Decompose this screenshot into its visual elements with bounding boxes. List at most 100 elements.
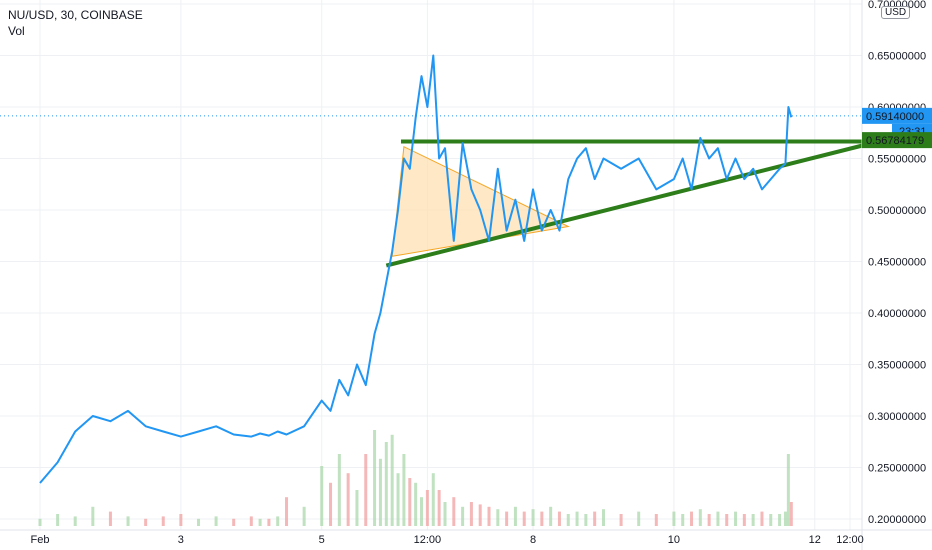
volume-bar (478, 504, 482, 526)
symbol-title[interactable]: NU/USD, 30, COINBASE (8, 8, 143, 22)
price-series (39, 54, 793, 484)
volume-bars (38, 430, 793, 526)
volume-bar (355, 490, 359, 526)
volume-bar (144, 518, 148, 526)
x-tick-label: 3 (178, 534, 184, 546)
volume-bar (540, 511, 544, 526)
volume-bar (285, 497, 289, 526)
currency-badge[interactable]: USD (881, 6, 911, 19)
volume-bar (214, 516, 218, 526)
y-tick-label: 0.55000000 (868, 154, 926, 166)
volume-bar (531, 509, 535, 526)
price-axis[interactable]: 0.20000000 0.25000000 0.30000000 0.35000000… (861, 0, 926, 550)
volume-bar (452, 497, 456, 526)
y-tick-label: 0.35000000 (868, 360, 926, 372)
volume-bar (108, 511, 112, 526)
volume-bar (408, 478, 412, 526)
volume-bar (267, 518, 271, 526)
volume-bar (196, 518, 200, 526)
y-tick-label: 0.30000000 (868, 411, 926, 423)
volume-bar (396, 473, 400, 526)
trendline-price-label: 0.56784179 (866, 135, 924, 147)
volume-bar (364, 454, 368, 526)
volume-bar (56, 514, 60, 526)
volume-bar (584, 514, 588, 526)
volume-bar (786, 454, 790, 526)
volume-bar (601, 509, 605, 526)
volume-bar (672, 511, 676, 526)
volume-bar (522, 511, 526, 526)
volume-bar (690, 511, 694, 526)
volume-bar (346, 473, 350, 526)
volume-bar (461, 506, 465, 526)
volume-bar (496, 509, 500, 526)
volume-bar (654, 514, 658, 526)
y-tick-label: 0.50000000 (868, 205, 926, 217)
volume-bar (249, 516, 253, 526)
volume-bar (698, 509, 702, 526)
x-tick-label: Feb (31, 534, 50, 546)
x-tick-label: 10 (668, 534, 680, 546)
volume-bar (487, 506, 491, 526)
volume-bar (619, 514, 623, 526)
volume-bar (337, 454, 341, 526)
volume-bar (329, 482, 333, 526)
volume-bar (179, 514, 183, 526)
x-tick-label: 12:00 (414, 534, 442, 546)
volume-bar (378, 458, 382, 526)
volume-bar (725, 514, 729, 526)
volume-bar (443, 502, 447, 526)
volume-bar (557, 511, 561, 526)
y-tick-label: 0.65000000 (868, 51, 926, 63)
volume-bar (91, 506, 95, 526)
volume-bar (742, 514, 746, 526)
volume-bar (425, 490, 429, 526)
volume-bar (276, 516, 280, 526)
volume-bar (566, 514, 570, 526)
grid (0, 0, 862, 530)
volume-bar (707, 514, 711, 526)
volume-bar (38, 518, 42, 526)
volume-bar (593, 511, 597, 526)
volume-bar (402, 454, 406, 526)
volume-bar (513, 506, 517, 526)
y-tick-label: 0.45000000 (868, 257, 926, 269)
volume-bar (161, 516, 165, 526)
volume-bar (549, 506, 553, 526)
volume-bar (302, 506, 306, 526)
trendline-price-tag (862, 132, 932, 149)
chart-legend: NU/USD, 30, COINBASE Vol (8, 7, 143, 39)
time-axis[interactable]: Feb 3 5 12:00 8 10 12 12:00 (0, 529, 932, 546)
volume-bar (373, 430, 377, 526)
y-tick-label: 0.25000000 (868, 463, 926, 475)
volume-bar (778, 514, 782, 526)
volume-bar (431, 473, 435, 526)
volume-indicator-label[interactable]: Vol (8, 24, 25, 38)
volume-bar (384, 442, 388, 526)
volume-bar (390, 434, 394, 526)
volume-bar (734, 511, 738, 526)
volume-bar (760, 511, 764, 526)
x-tick-label: 12:00 (836, 534, 864, 546)
volume-bar (320, 466, 324, 526)
volume-bar (469, 502, 473, 526)
y-tick-label: 0.20000000 (868, 514, 926, 526)
x-tick-label: 8 (530, 534, 536, 546)
volume-bar (258, 518, 262, 526)
y-tick-label: 0.40000000 (868, 308, 926, 320)
volume-bar (783, 511, 787, 526)
volume-bar (716, 511, 720, 526)
volume-bar (575, 511, 579, 526)
volume-bar (414, 482, 418, 526)
current-price-tag (862, 107, 932, 124)
volume-bar (505, 511, 509, 526)
volume-bar (437, 490, 441, 526)
y-tick-label: 0.70000000 (868, 0, 926, 11)
volume-bar (73, 516, 77, 526)
x-tick-label: 5 (319, 534, 325, 546)
current-price-label: 0.59140000 (866, 111, 924, 123)
price-line (39, 54, 793, 484)
volume-bar (681, 514, 685, 526)
